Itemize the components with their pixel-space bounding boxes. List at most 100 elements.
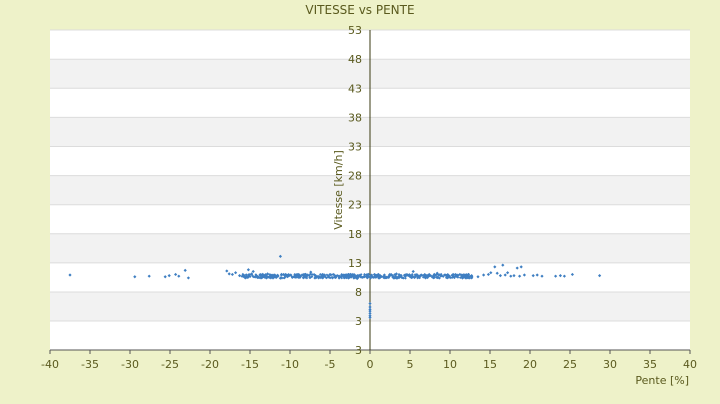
data-point (467, 272, 471, 276)
data-point (264, 273, 268, 276)
data-point (386, 275, 390, 279)
data-point (309, 270, 313, 274)
data-point (368, 311, 372, 316)
data-point (467, 276, 471, 280)
data-point (398, 273, 402, 277)
data-point (271, 276, 275, 279)
data-point (330, 275, 334, 279)
data-point (424, 275, 428, 279)
data-point (278, 254, 282, 258)
data-point (374, 276, 378, 279)
data-point (283, 276, 286, 280)
data-point (238, 274, 242, 278)
data-point (423, 273, 427, 276)
data-point (554, 274, 558, 278)
data-point (357, 273, 361, 277)
y-tick-label: 33 (348, 141, 362, 154)
chart-title: VITESSE vs PENTE (305, 3, 414, 17)
x-tick-label: -30 (121, 358, 139, 371)
data-point (433, 274, 437, 278)
data-point (470, 275, 474, 278)
data-point (426, 276, 429, 280)
data-point (250, 272, 254, 276)
data-point (299, 274, 302, 278)
data-point (183, 268, 187, 272)
data-point (435, 272, 439, 276)
data-point (430, 275, 434, 279)
data-point (312, 273, 316, 276)
data-point (283, 275, 287, 279)
data-point (316, 274, 320, 278)
data-point (562, 274, 566, 278)
data-point (509, 274, 513, 278)
data-point (319, 276, 323, 280)
data-point (309, 275, 312, 279)
data-point (391, 275, 395, 279)
y-tick-label: 8 (355, 286, 362, 299)
x-tick-label: 35 (643, 358, 657, 371)
data-point (437, 273, 441, 277)
data-point (436, 275, 440, 279)
x-tick-label: -35 (81, 358, 99, 371)
data-point (359, 275, 363, 279)
data-point (368, 315, 372, 320)
data-point (498, 274, 502, 278)
y-tick-label: 3 (355, 344, 362, 357)
data-point (451, 276, 454, 279)
data-point (363, 274, 366, 278)
x-tick-label: -40 (41, 358, 59, 371)
data-point (408, 273, 412, 277)
y-tick-label: 13 (348, 257, 362, 270)
data-point (321, 276, 325, 280)
data-point (410, 276, 413, 280)
data-point (363, 272, 366, 276)
data-point (501, 263, 505, 267)
data-point (321, 273, 325, 277)
data-point (404, 276, 407, 280)
data-point (493, 265, 497, 269)
data-point (434, 273, 438, 277)
data-point (343, 276, 346, 279)
data-point (489, 271, 493, 275)
data-point (245, 273, 248, 277)
data-point (245, 275, 248, 279)
data-point (256, 274, 260, 278)
data-point (457, 273, 461, 277)
y-tick-label: 23 (348, 199, 362, 212)
x-tick-label: 40 (683, 358, 697, 371)
data-point (425, 275, 429, 278)
y-tick-label: 48 (348, 53, 362, 66)
data-point (295, 273, 298, 276)
data-point (227, 272, 231, 276)
data-point (411, 274, 415, 278)
data-point (512, 274, 516, 278)
data-point (258, 274, 262, 278)
data-point (247, 273, 251, 276)
data-point (506, 271, 510, 275)
data-point (447, 275, 451, 279)
data-point (407, 273, 411, 276)
data-point (366, 274, 370, 278)
data-point (283, 273, 287, 277)
data-point (286, 275, 289, 279)
data-point (418, 274, 422, 277)
x-tick-label: 30 (603, 358, 617, 371)
x-tick-label: -10 (281, 358, 299, 371)
x-tick-label: -5 (325, 358, 336, 371)
data-point (558, 274, 562, 278)
data-point (453, 272, 457, 276)
data-point (266, 272, 270, 276)
data-point (372, 276, 375, 279)
data-point (251, 269, 255, 274)
data-point (271, 273, 275, 277)
x-tick-label: 20 (523, 358, 537, 371)
data-point (428, 274, 432, 278)
data-point (268, 276, 271, 279)
data-point (334, 274, 338, 278)
data-point (307, 274, 311, 278)
y-tick-label: 38 (348, 111, 362, 124)
data-point (303, 273, 307, 277)
data-point (356, 274, 360, 278)
data-point (230, 272, 234, 277)
